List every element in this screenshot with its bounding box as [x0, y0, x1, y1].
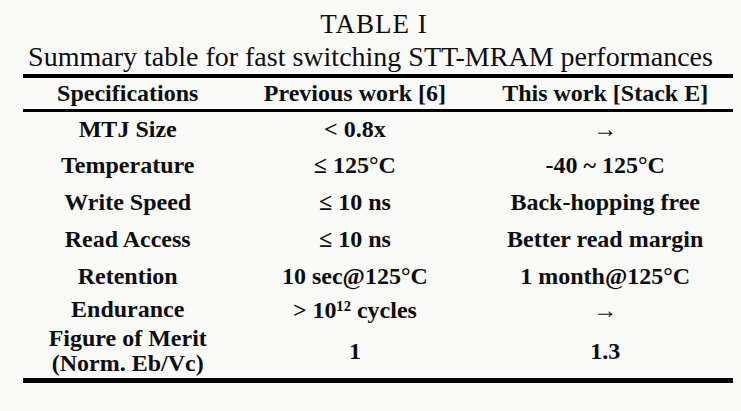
- cell-previous-work: > 10¹² cycles: [232, 295, 477, 325]
- table-row-temperature: Temperature ≤ 125°C -40 ~ 125°C: [23, 147, 733, 184]
- cell-previous-work: ≤ 10 ns: [232, 184, 477, 221]
- paper-page: TABLE I Summary table for fast switching…: [0, 0, 741, 411]
- column-header-specifications: Specifications: [23, 76, 232, 110]
- cell-previous-work: < 0.8x: [232, 110, 477, 147]
- cell-previous-work: ≤ 10 ns: [232, 221, 477, 258]
- row-label: Temperature: [23, 147, 232, 184]
- cell-this-work: -40 ~ 125°C: [477, 147, 733, 184]
- table-body: MTJ Size < 0.8x → Temperature ≤ 125°C -4…: [23, 110, 733, 380]
- cell-this-work: 1.3: [477, 325, 733, 380]
- table-row-mtj-size: MTJ Size < 0.8x →: [23, 110, 733, 147]
- table-row-endurance: Endurance > 10¹² cycles →: [23, 295, 733, 325]
- row-label: Read Access: [23, 221, 232, 258]
- table-caption: Summary table for fast switching STT-MRA…: [0, 41, 741, 73]
- row-label: Retention: [23, 258, 232, 295]
- summary-table: Specifications Previous work [6] This wo…: [23, 74, 733, 383]
- cell-this-work: Better read margin: [477, 221, 733, 258]
- table-row-write-speed: Write Speed ≤ 10 ns Back-hopping free: [23, 184, 733, 221]
- table-header: Specifications Previous work [6] This wo…: [23, 76, 733, 110]
- row-label: Endurance: [23, 295, 232, 325]
- cell-previous-work: 1: [232, 325, 477, 380]
- column-header-this-work: This work [Stack E]: [477, 76, 733, 110]
- cell-previous-work: ≤ 125°C: [232, 147, 477, 184]
- table-row-figure-of-merit: Figure of Merit (Norm. Eb/Vc) 1 1.3: [23, 325, 733, 380]
- row-label: MTJ Size: [23, 110, 232, 147]
- table-row-read-access: Read Access ≤ 10 ns Better read margin: [23, 221, 733, 258]
- cell-previous-work: 10 sec@125°C: [232, 258, 477, 295]
- cell-this-work: Back-hopping free: [477, 184, 733, 221]
- cell-this-work: 1 month@125°C: [477, 258, 733, 295]
- column-header-previous-work: Previous work [6]: [232, 76, 477, 110]
- table-number-title: TABLE I: [0, 9, 741, 40]
- row-label: Write Speed: [23, 184, 232, 221]
- cell-this-work: →: [477, 295, 733, 325]
- table-header-row: Specifications Previous work [6] This wo…: [23, 76, 733, 110]
- table-row-retention: Retention 10 sec@125°C 1 month@125°C: [23, 258, 733, 295]
- row-label: Figure of Merit (Norm. Eb/Vc): [23, 325, 232, 380]
- cell-this-work: →: [477, 110, 733, 147]
